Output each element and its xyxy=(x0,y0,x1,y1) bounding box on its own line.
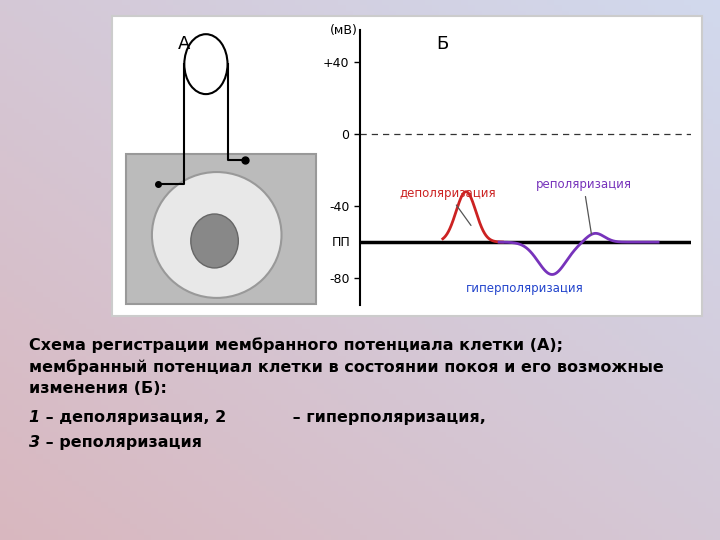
Text: ПП: ПП xyxy=(331,235,350,248)
Text: изменения (Б):: изменения (Б): xyxy=(29,381,166,396)
Bar xyxy=(126,154,316,304)
Text: гиперполяризация: гиперполяризация xyxy=(466,273,584,295)
Ellipse shape xyxy=(191,214,238,268)
Text: реполяризация: реполяризация xyxy=(536,178,631,234)
Text: – деполяризация, 2: – деполяризация, 2 xyxy=(40,410,226,426)
Text: – гиперполяризация,: – гиперполяризация, xyxy=(287,410,485,426)
Text: 3: 3 xyxy=(29,435,40,450)
Text: А: А xyxy=(177,35,190,53)
Text: деполяризация: деполяризация xyxy=(400,187,496,225)
Text: мембранный потенциал клетки в состоянии покоя и его возможные: мембранный потенциал клетки в состоянии … xyxy=(29,359,664,375)
Text: (мВ): (мВ) xyxy=(330,24,357,37)
Text: Схема регистрации мембранного потенциала клетки (А);: Схема регистрации мембранного потенциала… xyxy=(29,338,563,353)
Text: 1: 1 xyxy=(29,410,40,426)
Text: Б: Б xyxy=(436,35,449,53)
Circle shape xyxy=(184,34,228,94)
Ellipse shape xyxy=(152,172,282,298)
Text: – реполяризация: – реполяризация xyxy=(40,435,202,450)
